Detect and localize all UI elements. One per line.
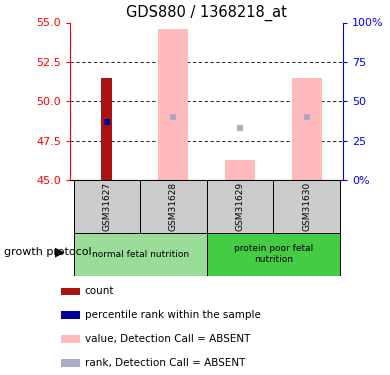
Text: count: count <box>85 286 114 296</box>
Bar <box>207 232 340 276</box>
Bar <box>61 359 80 367</box>
Text: value, Detection Call = ABSENT: value, Detection Call = ABSENT <box>85 334 250 344</box>
Text: GSM31627: GSM31627 <box>102 182 111 231</box>
Text: normal fetal nutrition: normal fetal nutrition <box>92 250 189 259</box>
Bar <box>292 78 322 180</box>
Text: GSM31628: GSM31628 <box>169 182 178 231</box>
Text: GSM31630: GSM31630 <box>302 182 311 231</box>
Text: protein poor fetal
nutrition: protein poor fetal nutrition <box>234 244 313 264</box>
Bar <box>273 180 340 232</box>
Title: GDS880 / 1368218_at: GDS880 / 1368218_at <box>126 5 287 21</box>
Text: ▶: ▶ <box>55 246 64 259</box>
Text: rank, Detection Call = ABSENT: rank, Detection Call = ABSENT <box>85 358 245 368</box>
Bar <box>61 288 80 295</box>
Bar <box>74 180 140 232</box>
Bar <box>74 232 207 276</box>
Text: GSM31629: GSM31629 <box>236 182 245 231</box>
Bar <box>140 180 207 232</box>
Bar <box>61 335 80 343</box>
Bar <box>158 29 188 180</box>
Text: percentile rank within the sample: percentile rank within the sample <box>85 310 261 320</box>
Bar <box>61 311 80 319</box>
Bar <box>101 78 112 180</box>
Bar <box>207 180 273 232</box>
Text: growth protocol: growth protocol <box>4 247 92 257</box>
Bar <box>225 159 255 180</box>
